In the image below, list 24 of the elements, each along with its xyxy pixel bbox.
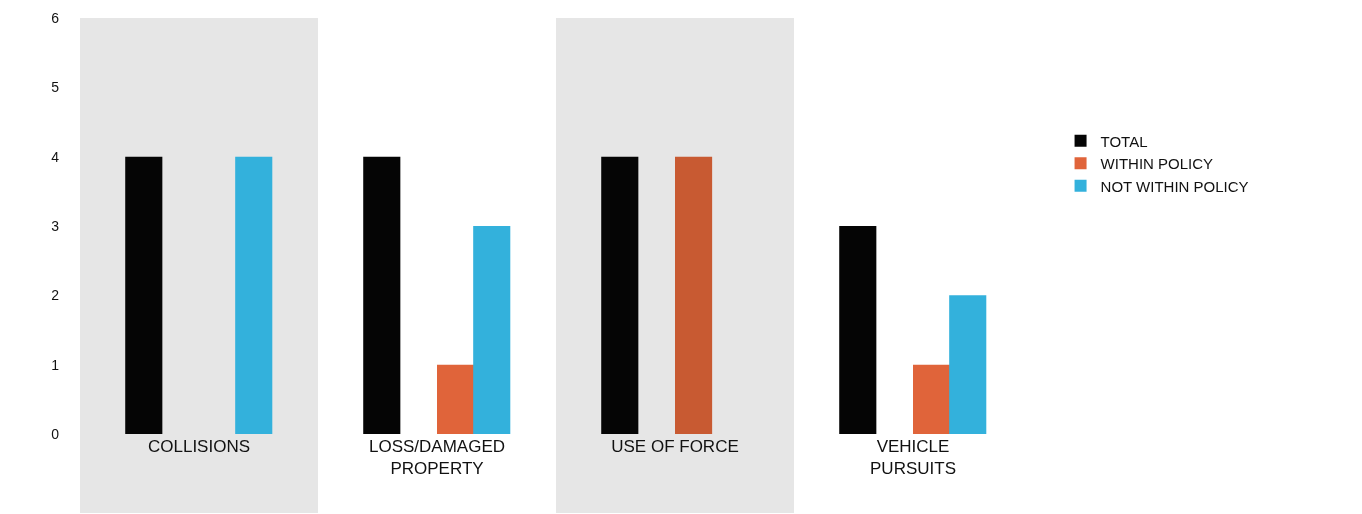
x-tick-label: VEHICLE PURSUITS	[870, 437, 956, 479]
bar	[235, 156, 273, 434]
y-tick-label: 6	[51, 9, 60, 26]
bar	[949, 295, 987, 434]
y-tick-label: 5	[51, 79, 60, 96]
x-tick-label: LOSS/DAMAGED PROPERTY	[368, 437, 506, 479]
bar	[473, 226, 511, 434]
bar	[125, 156, 163, 434]
y-tick-label: 0	[51, 425, 60, 442]
bar	[913, 364, 951, 434]
y-tick-label: 3	[51, 217, 60, 234]
y-tick-label: 2	[51, 287, 60, 304]
bar	[437, 364, 475, 434]
y-tick-label: 1	[51, 356, 60, 373]
bar	[839, 226, 877, 434]
bar	[601, 156, 639, 434]
legend-label: WITHIN POLICY	[1100, 155, 1214, 173]
bar	[675, 156, 713, 434]
bar	[363, 156, 401, 434]
x-tick-label: COLLISIONS	[147, 437, 251, 456]
x-tick-label: USE OF FORCE	[611, 437, 739, 456]
legend-label: TOTAL	[1100, 132, 1148, 150]
legend-label: NOT WITHIN POLICY	[1100, 177, 1249, 195]
y-tick-label: 4	[51, 148, 60, 165]
